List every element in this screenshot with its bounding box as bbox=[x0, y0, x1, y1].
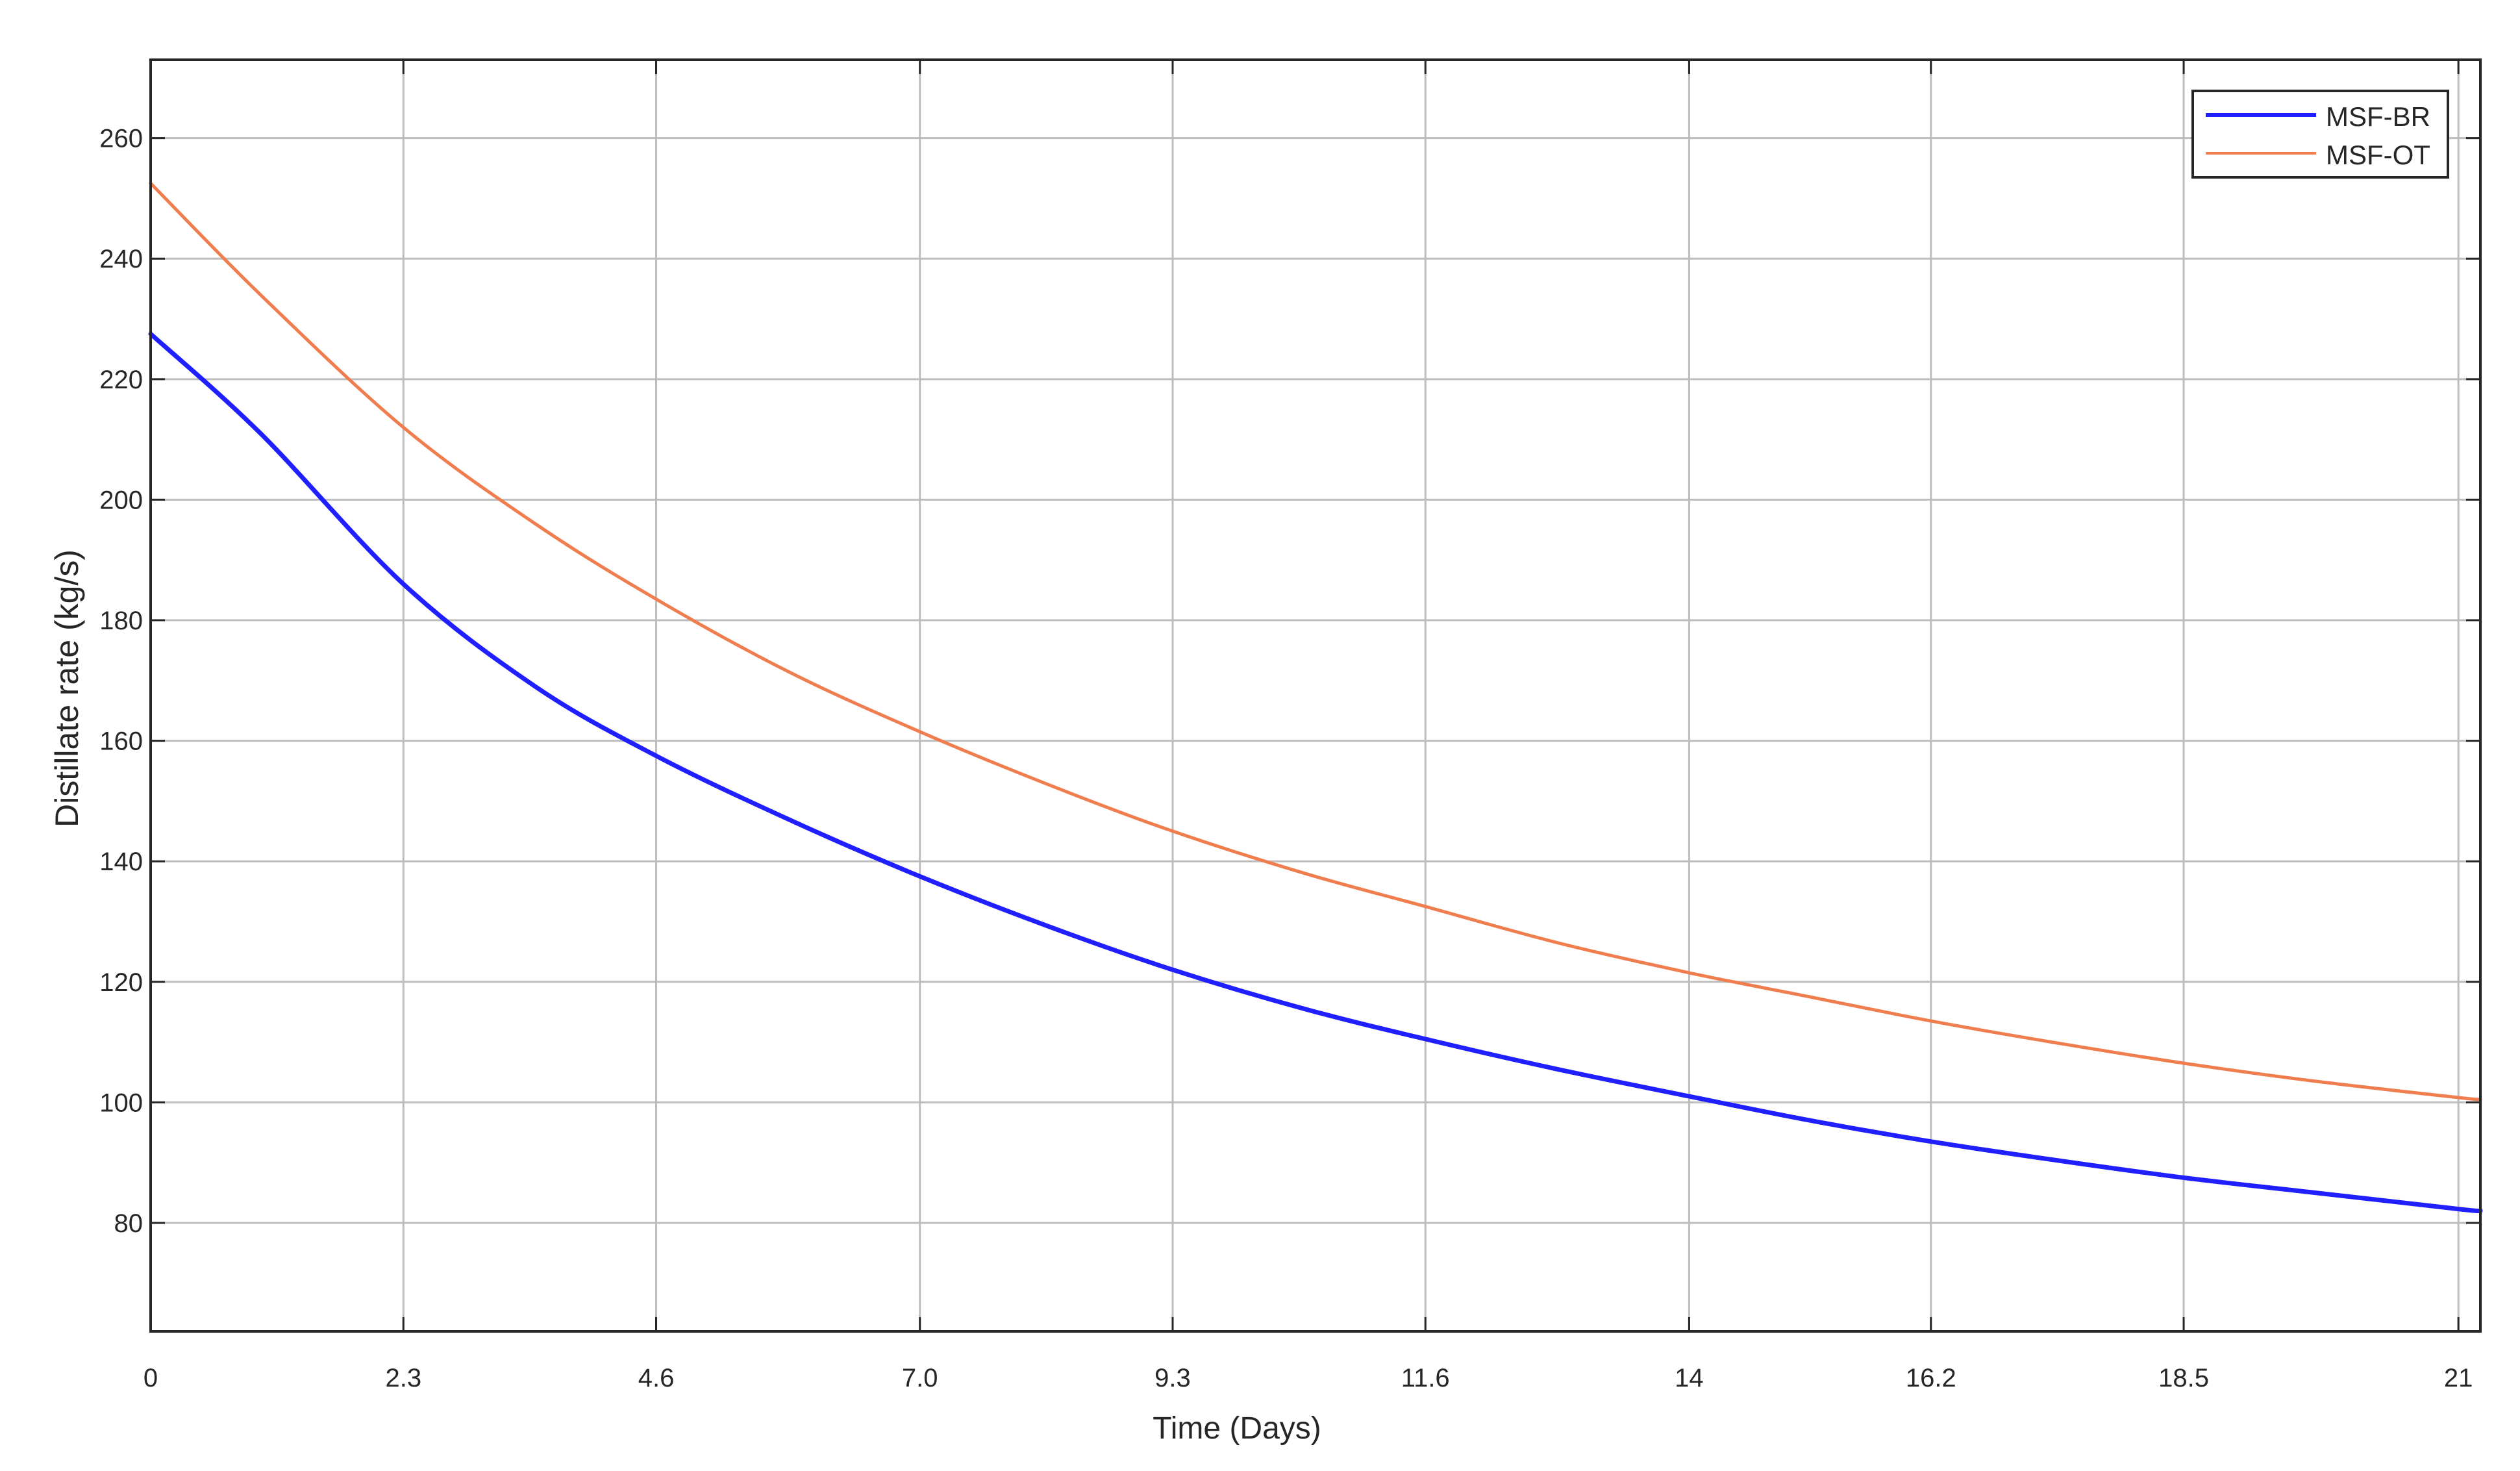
y-tick-label: 140 bbox=[99, 848, 143, 876]
y-tick-label: 80 bbox=[114, 1209, 143, 1238]
legend-label-msf-br: MSF-BR bbox=[2326, 101, 2430, 132]
y-tick-label: 160 bbox=[99, 727, 143, 756]
series-line-msf-br bbox=[148, 331, 2483, 1214]
y-tick-label: 260 bbox=[99, 125, 143, 153]
y-tick-label: 100 bbox=[99, 1088, 143, 1117]
x-tick-label: 2.3 bbox=[385, 1364, 421, 1392]
x-tick-label: 0 bbox=[143, 1364, 158, 1392]
x-tick-label: 21 bbox=[2444, 1364, 2473, 1392]
legend-label-msf-ot: MSF-OT bbox=[2326, 140, 2430, 170]
x-tick-label: 9.3 bbox=[1154, 1364, 1191, 1392]
legend-box bbox=[2191, 90, 2449, 179]
axis-ticks: 0 2.3 4.6 7.0 9.3 11.6 14 16.2 18.5 21 80 100 120 140… bbox=[99, 60, 2480, 1392]
series-line-msf-ot bbox=[149, 181, 2482, 1101]
x-tick-label: 7.0 bbox=[902, 1364, 938, 1392]
legend: MSF-BR MSF-OT bbox=[2191, 90, 2449, 179]
y-tick-label: 120 bbox=[99, 968, 143, 997]
y-tick-label: 180 bbox=[99, 607, 143, 635]
y-tick-label: 220 bbox=[99, 366, 143, 394]
x-axis-label: Time (Days) bbox=[1153, 1411, 1321, 1446]
series-layer bbox=[148, 181, 2483, 1214]
y-axis-label: Distillate rate (kg/s) bbox=[49, 549, 85, 827]
x-tick-label: 18.5 bbox=[2158, 1364, 2209, 1392]
x-tick-label: 14 bbox=[1675, 1364, 1704, 1392]
y-tick-label: 240 bbox=[99, 245, 143, 273]
x-tick-label: 4.6 bbox=[638, 1364, 675, 1392]
x-tick-label: 16.2 bbox=[1906, 1364, 1956, 1392]
y-tick-label: 200 bbox=[99, 486, 143, 514]
x-tick-label: 11.6 bbox=[1401, 1364, 1450, 1392]
grid bbox=[149, 60, 2480, 1331]
plot-frame bbox=[149, 58, 2482, 1333]
